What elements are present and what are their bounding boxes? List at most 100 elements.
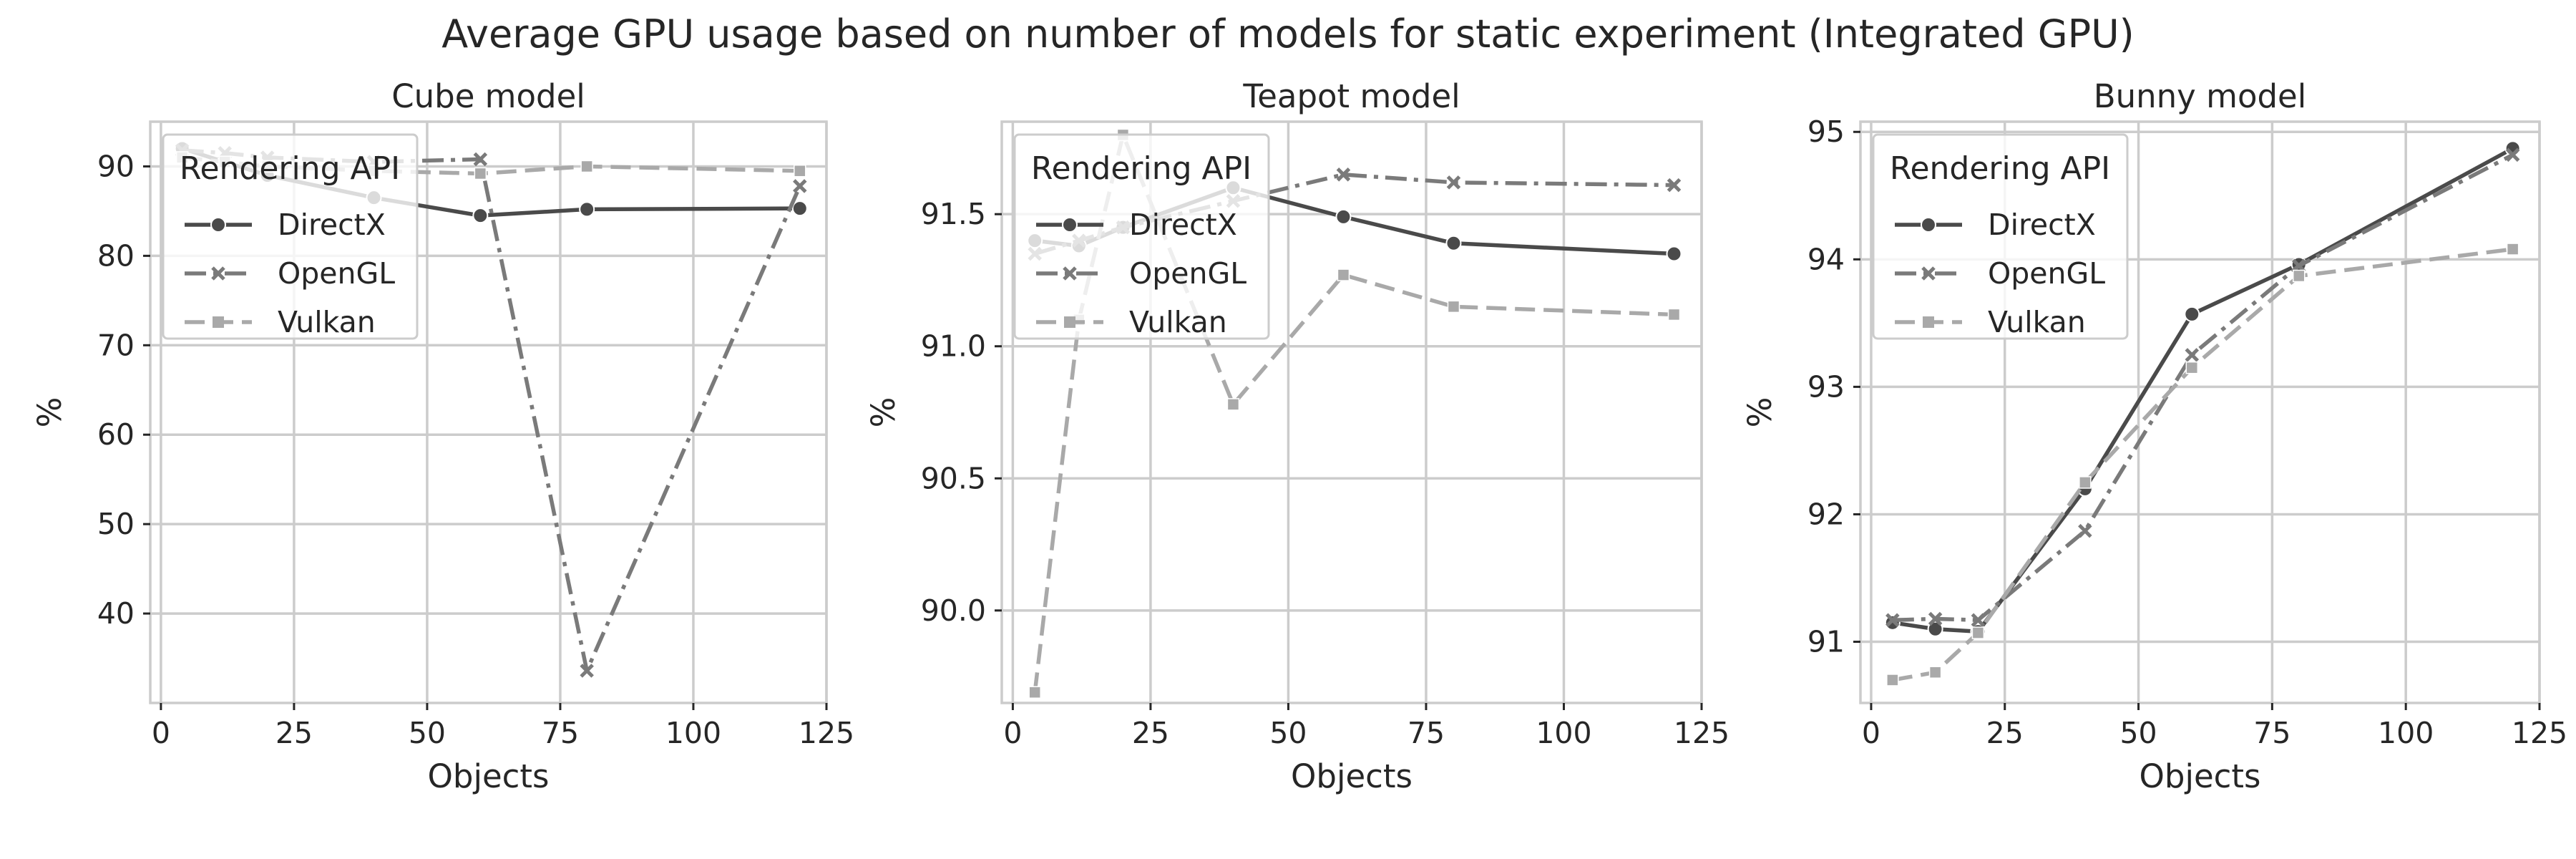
data-point	[2292, 269, 2306, 283]
data-point	[474, 167, 487, 180]
y-tick-label: 80	[97, 238, 135, 273]
y-tick-label: 70	[97, 328, 135, 362]
data-point	[1927, 621, 1943, 637]
x-tick-label: 125	[799, 716, 854, 750]
legend-title: Rendering API	[1031, 150, 1252, 187]
x-tick-label: 25	[1132, 716, 1169, 750]
y-tick-label: 90.5	[921, 461, 986, 495]
legend-title: Rendering API	[1890, 150, 2110, 187]
legend: Rendering API DirectX OpenGL Vulkan	[1872, 133, 2129, 340]
subplot-1: 0 25 50 75 100 125 40 50 60 70 80 90 Cube model Objec…	[31, 77, 854, 795]
data-point	[580, 664, 594, 678]
data-point	[1928, 611, 1943, 626]
legend-marker	[1923, 316, 1934, 328]
legend-marker	[1921, 266, 1936, 281]
data-point	[2291, 258, 2306, 273]
data-point	[791, 200, 808, 217]
x-tick-label: 0	[152, 716, 170, 750]
data-point	[1335, 208, 1352, 225]
series-opengl	[1885, 147, 2520, 628]
data-point	[1337, 268, 1350, 281]
data-point	[2078, 523, 2092, 538]
data-point	[1336, 168, 1351, 182]
y-tick-label: 93	[1807, 369, 1845, 404]
x-tick-label: 75	[1407, 716, 1445, 750]
data-point	[1667, 308, 1681, 321]
y-tick-label: 92	[1807, 497, 1845, 531]
legend-marker	[210, 217, 226, 233]
data-point	[579, 201, 595, 218]
subplots: 0 25 50 75 100 125 40 50 60 70 80 90 Cube model Objec…	[31, 77, 2567, 795]
data-point	[1447, 300, 1460, 314]
x-tick-label: 50	[409, 716, 446, 750]
data-point	[580, 160, 593, 173]
axes-frame	[149, 120, 828, 704]
x-tick-label: 0	[1862, 716, 1880, 750]
x-axis-label: Objects	[427, 757, 549, 795]
data-point	[2184, 306, 2200, 322]
x-tick-label: 50	[2119, 716, 2157, 750]
y-axis-label: %	[1741, 397, 1779, 428]
data-point	[1886, 674, 1899, 686]
legend-label: Vulkan	[1129, 305, 1227, 339]
legend-label: Vulkan	[1988, 305, 2086, 339]
legend-marker	[1063, 266, 1077, 281]
x-tick-label: 125	[2512, 716, 2567, 750]
figure-title: Average GPU usage based on number of mod…	[441, 11, 2134, 57]
y-tick-label: 91	[1807, 625, 1845, 659]
y-tick-label: 91.5	[921, 197, 986, 231]
legend-frame	[1872, 133, 2129, 340]
subplot-3: 0 25 50 75 100 125 91 92 93 94 95 Bunny model Object…	[1741, 77, 2567, 795]
x-tick-label: 75	[542, 716, 579, 750]
x-tick-label: 0	[1003, 716, 1022, 750]
subplot-title: Teapot model	[1242, 77, 1460, 115]
x-tick-label: 100	[1536, 716, 1591, 750]
y-tick-label: 60	[97, 417, 135, 452]
y-tick-label: 95	[1807, 115, 1845, 149]
legend-marker	[1921, 217, 1936, 233]
legend-label: OpenGL	[278, 256, 395, 291]
y-tick-label: 94	[1807, 242, 1845, 276]
x-tick-label: 125	[1674, 716, 1729, 750]
legend-label: DirectX	[1129, 208, 1237, 242]
legend-marker	[211, 266, 225, 281]
legend-label: DirectX	[278, 208, 386, 242]
data-point	[794, 164, 806, 178]
y-axis-label: %	[31, 397, 69, 428]
legend-label: OpenGL	[1988, 256, 2105, 291]
x-tick-label: 100	[2378, 716, 2434, 750]
data-point	[1885, 613, 1900, 628]
x-tick-label: 50	[1269, 716, 1307, 750]
data-point	[2505, 147, 2520, 162]
data-point	[2079, 476, 2092, 489]
legend-title: Rendering API	[180, 150, 400, 187]
x-tick-label: 100	[665, 716, 721, 750]
x-tick-label: 25	[275, 716, 313, 750]
legend: Rendering API DirectX OpenGL Vulkan	[162, 133, 419, 340]
subplot-title: Bunny model	[2094, 77, 2307, 115]
legend-frame	[162, 133, 419, 340]
subplot-2: 0 25 50 75 100 125 90.0 90.5 91.0 91.5 Teapot mode…	[864, 77, 1729, 795]
data-point	[473, 152, 488, 167]
y-tick-label: 91.0	[921, 329, 986, 364]
data-point	[1446, 175, 1461, 190]
data-point	[1666, 246, 1682, 262]
data-point	[1226, 398, 1240, 411]
data-point	[472, 208, 489, 224]
data-point	[2185, 348, 2200, 362]
axes-frame	[1859, 120, 2541, 704]
y-axis-label: %	[864, 397, 902, 428]
data-point	[2185, 361, 2199, 374]
legend: Rendering API DirectX OpenGL Vulkan	[1013, 133, 1270, 340]
legend-label: OpenGL	[1129, 256, 1246, 291]
data-point	[1028, 686, 1041, 699]
y-tick-label: 90	[97, 149, 135, 183]
y-tick-label: 40	[97, 596, 135, 631]
data-point	[1928, 666, 1942, 679]
axes-frame	[1000, 120, 1703, 704]
data-point	[793, 179, 807, 193]
y-tick-label: 90.0	[921, 593, 986, 628]
x-tick-label: 25	[1986, 716, 2024, 750]
legend-marker	[1062, 217, 1078, 233]
series-vulkan	[1886, 243, 2519, 686]
